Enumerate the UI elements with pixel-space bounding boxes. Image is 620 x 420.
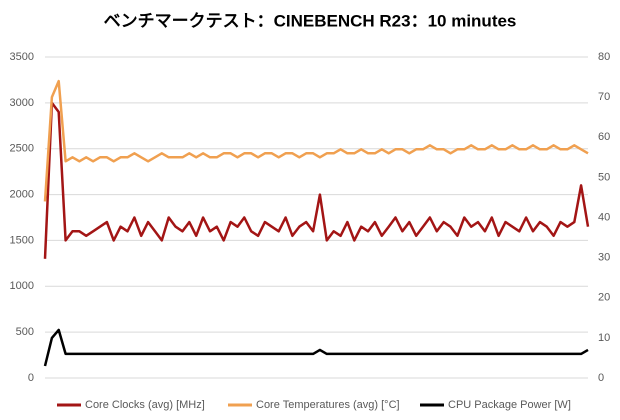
- y2-tick-label: 40: [598, 211, 610, 223]
- data-line: [43, 328, 589, 367]
- y-tick-label: 0: [28, 372, 34, 384]
- y2-tick-label: 10: [598, 332, 610, 344]
- legend-label: CPU Package Power [W]: [448, 399, 571, 411]
- chart-title: ベンチマークテスト：CINEBENCH R23：10 minutes: [104, 11, 517, 30]
- legend-label: Core Clocks (avg) [MHz]: [85, 399, 205, 411]
- y2-tick-label: 60: [598, 131, 610, 143]
- data-line: [43, 79, 589, 202]
- y-tick-label: 1000: [10, 280, 34, 292]
- y-tick-label: 2500: [10, 143, 34, 155]
- y2-tick-label: 70: [598, 91, 610, 103]
- y-tick-label: 3500: [10, 51, 34, 63]
- y-tick-label: 500: [16, 326, 34, 338]
- data-line: [43, 101, 590, 259]
- y2-tick-label: 30: [598, 252, 610, 264]
- y-tick-label: 2000: [10, 188, 34, 200]
- y2-tick-label: 0: [598, 372, 604, 384]
- y2-tick-label: 20: [598, 292, 610, 304]
- y2-tick-label: 80: [598, 51, 610, 63]
- y-tick-label: 1500: [10, 234, 34, 246]
- legend-label: Core Temperatures (avg) [°C]: [256, 399, 400, 411]
- y2-tick-label: 50: [598, 171, 610, 183]
- y-tick-label: 3000: [10, 97, 34, 109]
